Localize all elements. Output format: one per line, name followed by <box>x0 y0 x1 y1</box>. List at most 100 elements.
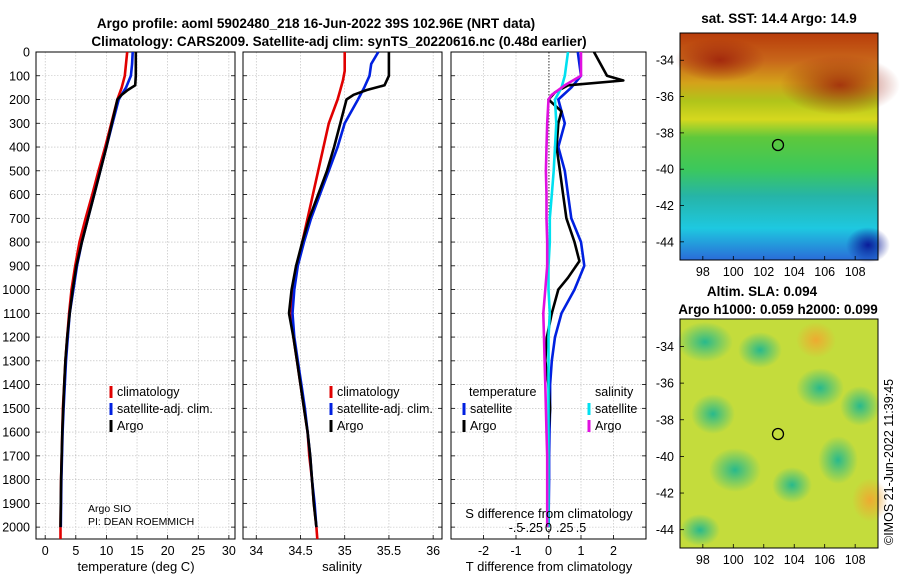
sst-warm-core <box>780 55 900 115</box>
temperature-panel: 0 5 10 15 20 25 30 0 100 200 300 400 500 600 700 800 90… <box>2 46 236 575</box>
depth-tick-label: 1300 <box>2 354 30 368</box>
longitude-tick-label: 106 <box>814 265 835 279</box>
s-tick-label: -.25 <box>521 521 543 535</box>
temperature-plot-frame <box>35 51 236 540</box>
x-tick-label: 35 <box>338 544 352 558</box>
sla-heatmap <box>677 319 888 548</box>
temperature-grid <box>36 51 235 539</box>
series-argo-line <box>59 52 138 528</box>
longitude-tick-label: 102 <box>753 265 774 279</box>
series-satellite-adj-clim--line <box>291 51 380 528</box>
depth-tick-label: 1800 <box>2 473 30 487</box>
legend-climatology: climatology <box>337 385 400 399</box>
latitude-tick-label: -44 <box>656 523 674 537</box>
latitude-tick-label: -34 <box>656 340 674 354</box>
depth-tick-label: 1500 <box>2 402 30 416</box>
longitude-tick-label: 100 <box>723 265 744 279</box>
difference-panel: -2 -1 0 1 2 -.5-.25 0 .25.5 S difference from … <box>450 51 647 574</box>
temperature-legend: climatology satellite-adj. clim. Argo <box>109 385 213 433</box>
x-tick-label: 0 <box>42 544 49 558</box>
depth-tick-label: 1400 <box>2 378 30 392</box>
sla-x-ticks: 98 100 102 104 106 108 <box>696 544 866 567</box>
sla-high-eddy <box>796 322 836 358</box>
longitude-tick-label: 108 <box>845 265 866 279</box>
sst-warm-core <box>675 38 765 82</box>
depth-tick-label: 100 <box>9 69 30 83</box>
x-tick-label: -1 <box>510 544 521 558</box>
longitude-tick-label: 98 <box>696 553 710 567</box>
legend-s-satellite: satellite <box>595 402 637 416</box>
longitude-tick-label: 108 <box>845 553 866 567</box>
legend-temperature-title: temperature <box>469 385 536 399</box>
salinity-x-ticks: 34 34.5 35 35.5 36 <box>249 535 440 558</box>
longitude-tick-label: 104 <box>784 553 805 567</box>
legend-satellite-adj: satellite-adj. clim. <box>337 402 433 416</box>
s-difference-x-ticks: -.5-.25 0 .25.5 <box>509 521 587 535</box>
salinity-plot-frame <box>242 51 443 540</box>
sst-y-ticks: -34 -36 -38 -40 -42 -44 <box>656 54 684 249</box>
x-tick-label: 15 <box>130 544 144 558</box>
depth-tick-label: 200 <box>9 93 30 107</box>
sla-y-ticks: -34 -36 -38 -40 -42 -44 <box>656 340 684 537</box>
depth-tick-label: 1100 <box>3 307 30 321</box>
depth-tick-label: 1000 <box>2 283 30 297</box>
difference-lines <box>541 51 625 528</box>
latitude-tick-label: -38 <box>656 413 674 427</box>
latitude-tick-label: -34 <box>656 54 674 68</box>
depth-tick-label: 700 <box>9 212 30 226</box>
series-climatology-line <box>59 51 129 539</box>
difference-legend: temperature satellite Argo salinity sate… <box>462 385 637 433</box>
x-tick-label: 5 <box>72 544 79 558</box>
latitude-tick-label: -44 <box>656 235 674 249</box>
depth-tick-label: 1600 <box>2 426 30 440</box>
temperature-lines <box>59 51 138 539</box>
sla-map-title-line1: Altim. SLA: 0.094 <box>707 284 818 299</box>
x-tick-label: 25 <box>191 544 205 558</box>
sla-low-eddy <box>818 436 858 484</box>
x-tick-label: 10 <box>99 544 113 558</box>
legend-s-argo: Argo <box>595 419 621 433</box>
x-tick-label: 2 <box>610 544 617 558</box>
series-climatology-line <box>290 52 347 540</box>
series-s-argo-line <box>541 52 583 528</box>
sla-low-eddy <box>738 332 782 368</box>
latitude-tick-label: -38 <box>656 126 674 140</box>
depth-tick-label: 400 <box>9 141 30 155</box>
legend-t-satellite: satellite <box>470 402 512 416</box>
legend-satellite-adj: satellite-adj. clim. <box>117 402 213 416</box>
sst-map-panel: sat. SST: 14.4 Argo: 14.9 98 100 102 104 106… <box>656 11 900 279</box>
sla-high-eddy <box>852 478 888 522</box>
salinity-legend: climatology satellite-adj. clim. Argo <box>329 385 433 433</box>
legend-climatology: climatology <box>117 385 180 399</box>
argo-center-label: Argo SIO <box>88 503 131 515</box>
s-tick-label: .5 <box>576 521 586 535</box>
x-tick-label: 20 <box>161 544 175 558</box>
t-difference-x-label: T difference from climatology <box>466 559 633 574</box>
legend-salinity-title: salinity <box>595 385 634 399</box>
latitude-tick-label: -36 <box>656 90 674 104</box>
latitude-tick-label: -42 <box>656 487 674 501</box>
salinity-x-label: salinity <box>322 559 362 574</box>
salinity-panel: 34 34.5 35 35.5 36 salinity climatology sate… <box>242 51 443 574</box>
depth-tick-label: 2000 <box>2 521 30 535</box>
depth-tick-label: 900 <box>9 259 30 273</box>
sla-low-eddy <box>709 448 761 492</box>
latitude-tick-label: -42 <box>656 199 674 213</box>
sla-map-frame <box>679 318 879 549</box>
pi-label: PI: DEAN ROEMMICH <box>88 516 194 528</box>
sla-map-title-line2: Argo h1000: 0.059 h2000: 0.099 <box>678 302 878 317</box>
sst-x-ticks: 98 100 102 104 106 108 <box>696 256 866 279</box>
longitude-tick-label: 102 <box>753 553 774 567</box>
longitude-tick-label: 106 <box>814 553 835 567</box>
sla-float-marker <box>771 427 785 441</box>
sla-low-eddy <box>677 322 733 362</box>
x-tick-label: 34 <box>249 544 263 558</box>
s-difference-axis-label: S difference from climatology <box>465 506 633 521</box>
x-tick-label: 0 <box>545 544 552 558</box>
sla-low-eddy <box>772 467 812 503</box>
depth-tick-label: 600 <box>9 188 30 202</box>
s-tick-label: .25 <box>556 521 573 535</box>
x-tick-label: 35.5 <box>377 544 401 558</box>
t-difference-x-ticks: -2 -1 0 1 2 <box>478 535 617 558</box>
